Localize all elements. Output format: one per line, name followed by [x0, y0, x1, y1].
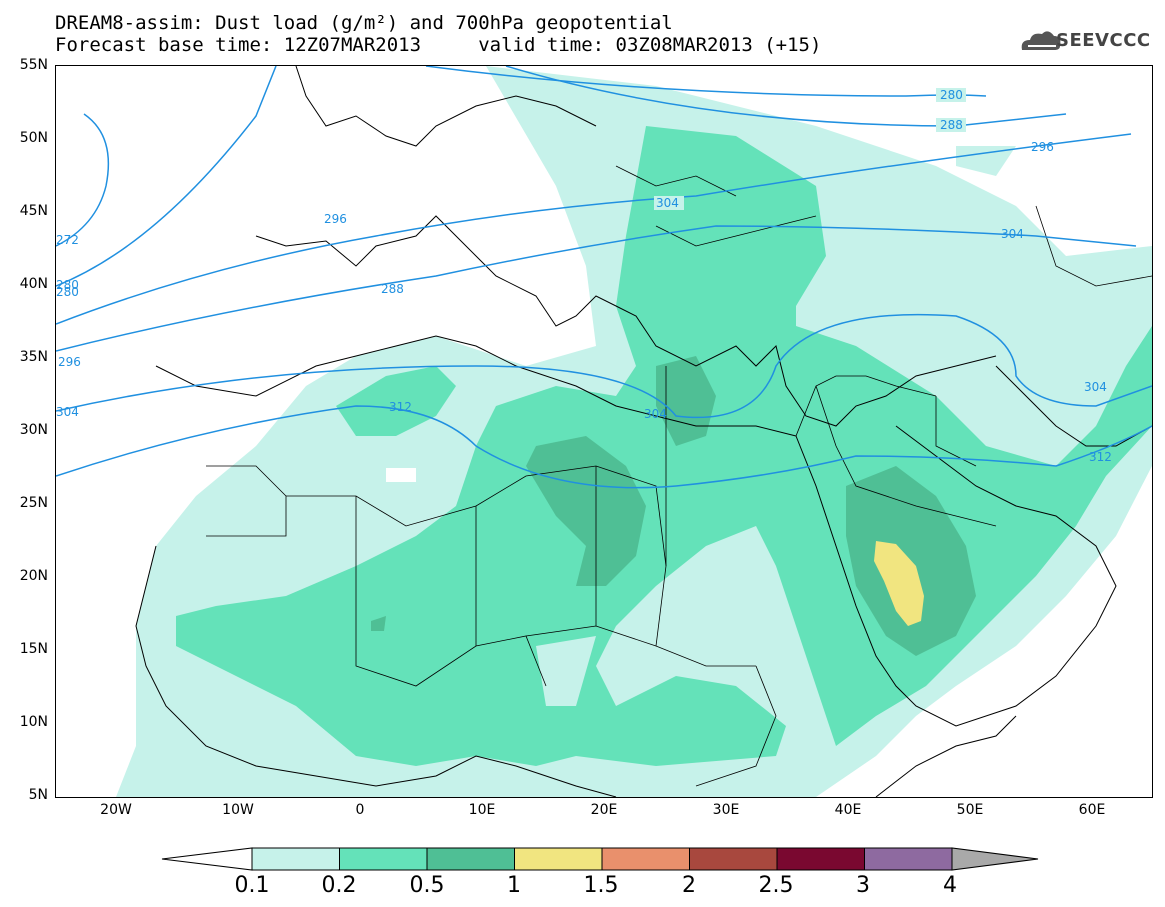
- contour-label: 296: [324, 212, 347, 226]
- contour-label: 304: [1001, 227, 1024, 241]
- geopotential-contours: [56, 66, 1152, 489]
- colorbar-segment: [339, 847, 428, 871]
- logo-text: SEEVCCC: [1056, 30, 1151, 51]
- lat-label: 45N: [19, 203, 48, 219]
- lon-label: 10W: [222, 802, 254, 818]
- country-borders: [206, 165, 1152, 787]
- lat-label: 30N: [19, 422, 48, 438]
- lat-label: 20N: [19, 568, 48, 584]
- lat-label: 35N: [19, 349, 48, 365]
- contour-label: 304: [1084, 380, 1107, 394]
- colorbar-label: 1: [507, 873, 521, 898]
- contour-label: 296: [58, 355, 81, 369]
- contour-labels: 280 288 296 304 312 296 288 280 272 280 …: [56, 88, 1112, 482]
- contour-label: 288: [940, 118, 963, 132]
- colorbar-label: 0.1: [234, 873, 270, 898]
- contour-label: 296: [1031, 140, 1054, 154]
- colorbar-label: 2.5: [758, 873, 794, 898]
- contour-label: 280: [940, 88, 963, 102]
- contour-label: 288: [381, 282, 404, 296]
- lat-label: 40N: [19, 276, 48, 292]
- lat-label: 15N: [19, 641, 48, 657]
- lat-label: 50N: [19, 130, 48, 146]
- map-title-line-2: Forecast base time: 12Z07MAR2013 valid t…: [55, 34, 822, 56]
- lon-label: 30E: [712, 802, 740, 818]
- lon-label: 50E: [956, 802, 984, 818]
- colorbar-segment: [601, 847, 690, 871]
- contour-label: 304: [56, 405, 79, 419]
- lat-label: 25N: [19, 495, 48, 511]
- contour-label: 304: [644, 407, 667, 421]
- contour-label: 272: [56, 233, 79, 247]
- lon-label: 20E: [590, 802, 618, 818]
- contour-label: 312: [389, 400, 412, 414]
- contour-label: 304: [656, 196, 679, 210]
- colorbar-segment: [864, 847, 953, 871]
- colorbar-segment: [776, 847, 865, 871]
- lon-label: 20W: [100, 802, 132, 818]
- colorbar-label: 0.5: [409, 873, 445, 898]
- colorbar-segment: [426, 847, 515, 871]
- lat-label: 10N: [19, 714, 48, 730]
- dust-shading-yellow: [874, 541, 924, 626]
- lon-label: 60E: [1078, 802, 1106, 818]
- colorbar-label: 3: [856, 873, 870, 898]
- colorbar-label: 1.5: [583, 873, 619, 898]
- dust-load-map: 280 288 296 304 312 296 288 280 272 280 …: [55, 65, 1153, 798]
- contour-label: 280: [56, 278, 79, 292]
- colorbar-segment: [514, 847, 603, 871]
- lat-label: 55N: [19, 57, 48, 73]
- coastlines: [135, 66, 1152, 797]
- cloud-logo-icon: [1021, 31, 1061, 50]
- colorbar: [161, 847, 1039, 871]
- colorbar-segment: [251, 847, 340, 871]
- colorbar-label: 0.2: [321, 873, 357, 898]
- colorbar-label: 2: [682, 873, 696, 898]
- colorbar-segment: [689, 847, 778, 871]
- lon-label: 10E: [468, 802, 496, 818]
- contour-label: 312: [1089, 450, 1112, 464]
- colorbar-right-arrow: [951, 847, 1039, 871]
- lon-label: 0: [355, 802, 365, 818]
- map-title-line-1: DREAM8-assim: Dust load (g/m²) and 700hP…: [55, 12, 673, 34]
- lon-label: 40E: [834, 802, 862, 818]
- colorbar-left-arrow: [161, 847, 253, 871]
- contour-label: 280: [56, 285, 79, 299]
- lat-label: 5N: [28, 787, 48, 803]
- colorbar-label: 4: [943, 873, 957, 898]
